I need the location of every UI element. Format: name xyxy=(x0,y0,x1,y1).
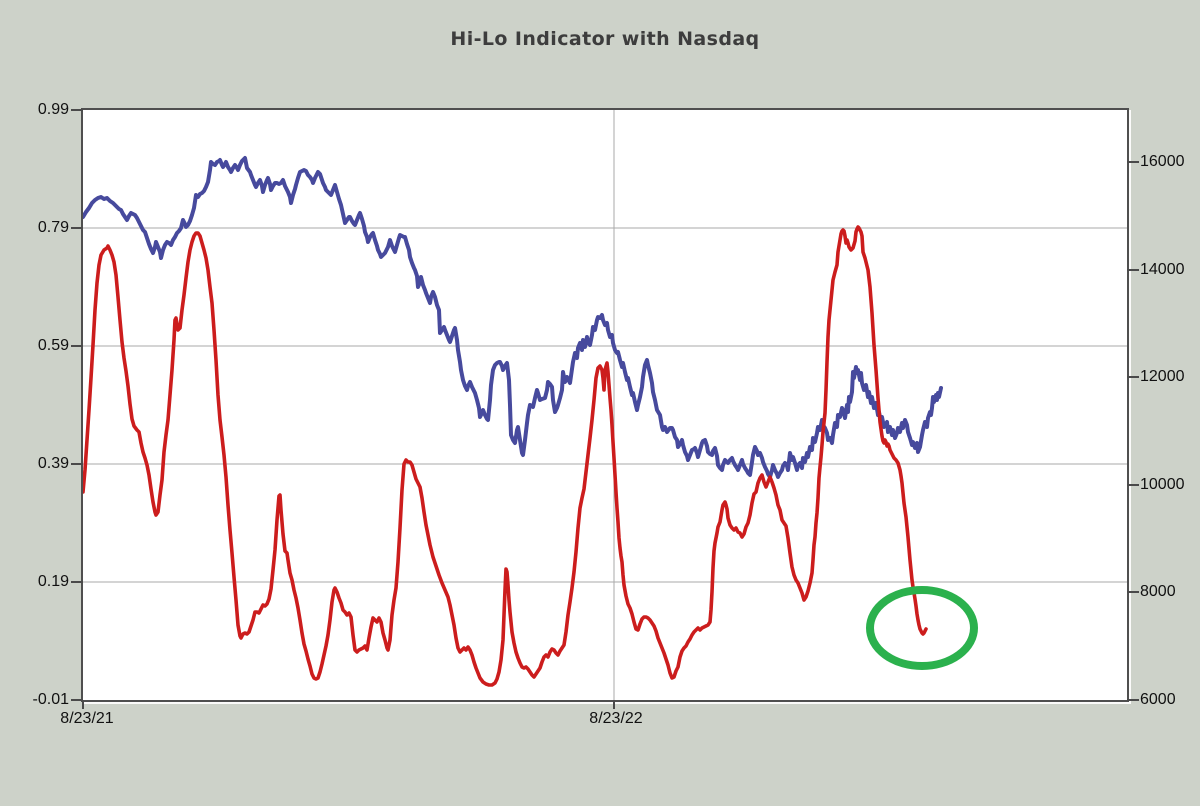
y-axis-left-tick-label: 0.39 xyxy=(37,455,69,472)
y-right-tick-mark xyxy=(1127,161,1139,163)
chart-title: Hi-Lo Indicator with Nasdaq xyxy=(450,28,760,50)
y-right-tick-mark xyxy=(1127,484,1139,486)
y-right-tick-mark xyxy=(1127,699,1139,701)
x-tick-mark xyxy=(82,700,84,709)
x-axis-tick-label: 8/23/22 xyxy=(589,710,643,727)
nasdaq-series-line xyxy=(83,156,943,479)
y-left-tick-mark xyxy=(71,699,83,701)
y-axis-left-tick-label: 0.99 xyxy=(37,101,69,118)
y-axis-left-tick-label: 0.19 xyxy=(37,573,69,590)
y-left-tick-mark xyxy=(71,109,83,111)
x-tick-mark xyxy=(613,700,615,709)
y-axis-right-tick-label: 10000 xyxy=(1140,476,1185,493)
x-axis-tick-label: 8/23/21 xyxy=(60,710,114,727)
y-axis-right-tick-label: 12000 xyxy=(1140,368,1185,385)
y-left-tick-mark xyxy=(71,227,83,229)
y-right-tick-mark xyxy=(1127,269,1139,271)
y-axis-right-tick-label: 14000 xyxy=(1140,261,1185,278)
hi-lo-indicator-series-line xyxy=(83,225,928,687)
y-right-tick-mark xyxy=(1127,376,1139,378)
y-axis-right-tick-label: 16000 xyxy=(1140,153,1185,170)
y-axis-left-tick-label: 0.59 xyxy=(37,337,69,354)
y-left-tick-mark xyxy=(71,581,83,583)
plot-svg xyxy=(83,110,1127,700)
y-axis-left-tick-label: 0.79 xyxy=(37,219,69,236)
highlight-ellipse-annotation xyxy=(866,586,978,670)
y-left-tick-mark xyxy=(71,345,83,347)
y-axis-right-tick-label: 8000 xyxy=(1140,583,1176,600)
y-left-tick-mark xyxy=(71,463,83,465)
y-right-tick-mark xyxy=(1127,591,1139,593)
plot-area xyxy=(81,108,1129,702)
y-axis-left-tick-label: -0.01 xyxy=(32,691,69,708)
y-axis-right-tick-label: 6000 xyxy=(1140,691,1176,708)
